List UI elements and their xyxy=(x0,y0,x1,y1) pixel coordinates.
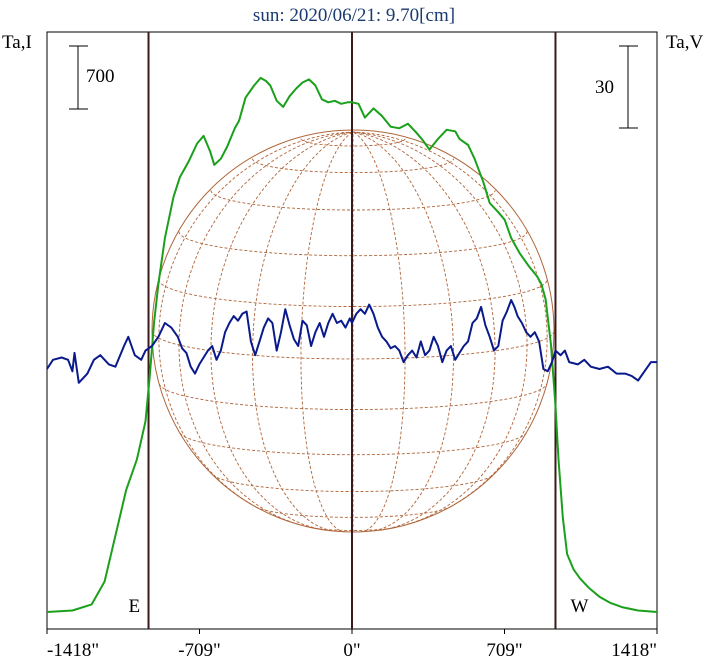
disk-meridian-15 xyxy=(352,131,406,533)
right-axis-label: Ta,V xyxy=(666,32,703,53)
disk-meridian-45 xyxy=(352,131,496,531)
right-scale-value: 30 xyxy=(595,77,614,98)
x-tick-label-0: -1418" xyxy=(47,640,99,661)
disk-meridian--75 xyxy=(158,131,354,508)
series-line-stokes_i xyxy=(46,76,658,613)
disk-meridian-60 xyxy=(352,131,528,526)
series-line-stokes_v xyxy=(46,299,657,384)
disk-meridian-30 xyxy=(352,131,454,532)
x-tick-label-4: 1418" xyxy=(611,640,657,661)
disk-meridian--60 xyxy=(178,131,354,526)
x-tick-label-2: 0" xyxy=(343,640,360,661)
x-tick-label-3: 709" xyxy=(486,640,522,661)
x-axis-ticks: -1418" -709" 0" 709" 1418" xyxy=(46,629,658,661)
disk-parallel-15 xyxy=(158,279,548,307)
disk-parallel--15 xyxy=(158,383,548,410)
left-axis-label: Ta,I xyxy=(2,32,32,53)
disk-parallel-60 xyxy=(252,158,454,174)
left-scale-bar: 700 xyxy=(69,45,115,110)
disk-meridian-75 xyxy=(352,131,548,508)
right-scale-bar: 30 xyxy=(595,45,638,129)
x-tick-label-1: -709" xyxy=(178,640,221,661)
disk-meridian--15 xyxy=(300,131,354,533)
disk-parallel--60 xyxy=(255,506,451,518)
chart-title: sun: 2020/06/21: 9.70[cm] xyxy=(253,5,455,26)
limb-label-E: E xyxy=(129,596,141,617)
limb-label-W: W xyxy=(570,596,588,617)
series-layer xyxy=(46,76,658,613)
disk-meridian--30 xyxy=(252,131,354,532)
left-scale-value: 700 xyxy=(86,66,115,87)
disk-meridian--45 xyxy=(210,131,354,531)
